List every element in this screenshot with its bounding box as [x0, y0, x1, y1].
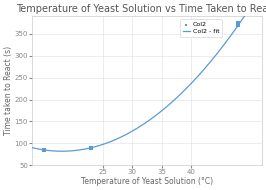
X-axis label: Temperature of Yeast Solution (°C): Temperature of Yeast Solution (°C)	[81, 177, 213, 186]
Y-axis label: Time taken to React (s): Time taken to React (s)	[4, 46, 13, 135]
Col2 - fit	[198, 73, 201, 75]
Col2	[42, 148, 46, 151]
Col2 - fit	[197, 74, 200, 77]
Col2 - fit	[122, 135, 125, 137]
Line: Col2 - fit: Col2 - fit	[32, 0, 262, 151]
Col2 - fit	[176, 96, 179, 98]
Col2 - fit	[31, 146, 34, 149]
Col2 - fit	[58, 150, 61, 152]
Legend: Col2, Col2 - fit: Col2, Col2 - fit	[180, 19, 222, 37]
Point	[236, 21, 240, 25]
Col2	[89, 146, 93, 149]
Title: Temperature of Yeast Solution vs Time Taken to React: Temperature of Yeast Solution vs Time Ta…	[16, 4, 266, 14]
Col2 - fit	[60, 150, 63, 152]
Col2	[236, 24, 240, 27]
Col2 - fit	[106, 142, 109, 144]
